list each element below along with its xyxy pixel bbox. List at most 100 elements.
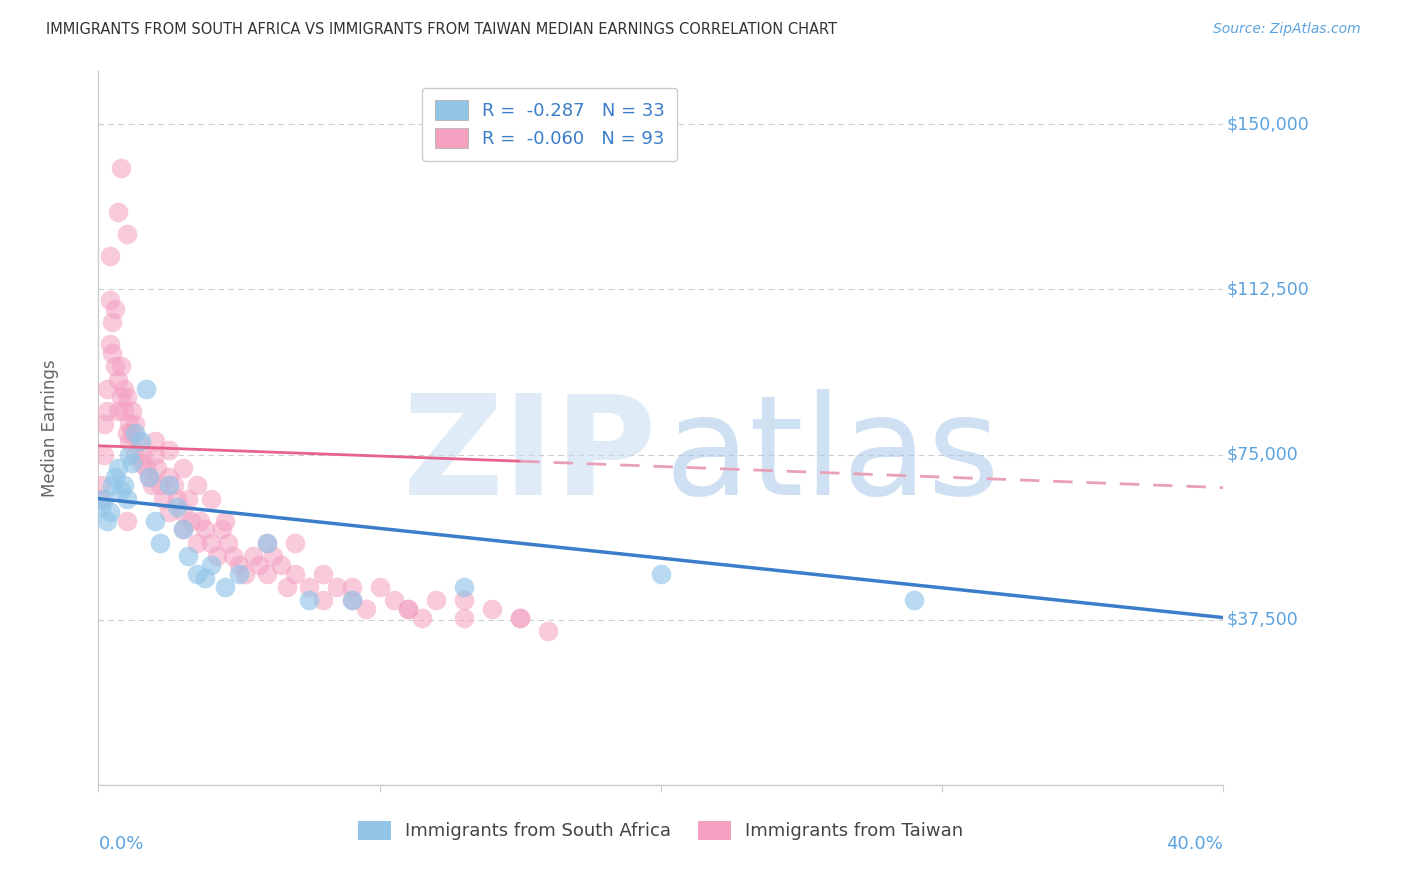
Point [256, 535, 278, 549]
Text: 40.0%: 40.0% [1167, 835, 1223, 853]
Point [205, 549, 228, 563]
Point [481, 601, 503, 615]
Point [217, 535, 239, 549]
Point [143, 514, 166, 528]
Point [188, 514, 211, 528]
Point [298, 580, 321, 594]
Point [143, 434, 166, 449]
Point [186, 535, 208, 549]
Point [157, 478, 180, 492]
Point [129, 434, 152, 449]
Point [107, 205, 129, 219]
Point [127, 434, 149, 449]
Point [115, 227, 138, 242]
Point [270, 558, 292, 572]
Point [149, 478, 172, 492]
Point [262, 549, 284, 563]
Point [90, 491, 112, 506]
Point [186, 478, 208, 492]
Point [194, 571, 217, 585]
Point [180, 514, 202, 528]
Point [650, 566, 672, 581]
Point [112, 382, 135, 396]
Point [256, 566, 278, 581]
Point [284, 566, 307, 581]
Text: Median Earnings: Median Earnings [41, 359, 59, 497]
Text: $37,500: $37,500 [1226, 611, 1298, 629]
Point [242, 549, 264, 563]
Point [200, 535, 222, 549]
Point [141, 478, 163, 492]
Point [101, 478, 124, 492]
Point [135, 460, 157, 475]
Point [101, 315, 124, 329]
Point [903, 593, 925, 607]
Point [149, 535, 172, 549]
Point [157, 443, 180, 458]
Point [172, 505, 194, 519]
Point [298, 593, 321, 607]
Text: 0.0%: 0.0% [98, 835, 143, 853]
Point [115, 390, 138, 404]
Text: $150,000: $150,000 [1226, 115, 1309, 133]
Point [186, 566, 208, 581]
Point [90, 478, 112, 492]
Point [152, 491, 174, 506]
Point [104, 469, 127, 483]
Point [177, 491, 200, 506]
Point [112, 403, 135, 417]
Point [172, 523, 194, 537]
Point [453, 593, 475, 607]
Point [368, 580, 391, 594]
Point [177, 549, 200, 563]
Point [509, 610, 531, 624]
Point [157, 469, 180, 483]
Point [396, 601, 419, 615]
Point [135, 382, 157, 396]
Point [340, 593, 363, 607]
Point [453, 610, 475, 624]
Point [166, 491, 188, 506]
Point [101, 346, 124, 360]
Point [200, 491, 222, 506]
Point [115, 514, 138, 528]
Point [411, 610, 433, 624]
Point [312, 593, 335, 607]
Point [396, 601, 419, 615]
Point [118, 417, 141, 431]
Point [214, 580, 236, 594]
Point [90, 500, 112, 515]
Text: Source: ZipAtlas.com: Source: ZipAtlas.com [1213, 22, 1361, 37]
Point [121, 403, 143, 417]
Point [98, 249, 121, 263]
Point [93, 417, 115, 431]
Text: atlas: atlas [664, 389, 1000, 524]
Point [453, 580, 475, 594]
Text: $75,000: $75,000 [1226, 446, 1298, 464]
Point [354, 601, 377, 615]
Point [138, 469, 160, 483]
Point [96, 382, 118, 396]
Text: IMMIGRANTS FROM SOUTH AFRICA VS IMMIGRANTS FROM TAIWAN MEDIAN EARNINGS CORRELATI: IMMIGRANTS FROM SOUTH AFRICA VS IMMIGRAN… [46, 22, 838, 37]
Point [276, 580, 298, 594]
Point [93, 448, 115, 462]
Point [124, 425, 146, 440]
Point [340, 593, 363, 607]
Point [124, 448, 146, 462]
Point [96, 514, 118, 528]
Point [214, 514, 236, 528]
Point [228, 558, 250, 572]
Point [110, 359, 132, 374]
Point [107, 373, 129, 387]
Point [382, 593, 405, 607]
Point [112, 478, 135, 492]
Point [115, 491, 138, 506]
Point [121, 457, 143, 471]
Point [509, 610, 531, 624]
Point [340, 580, 363, 594]
Text: ZIP: ZIP [404, 389, 658, 524]
Point [129, 457, 152, 471]
Point [96, 403, 118, 417]
Point [172, 460, 194, 475]
Point [138, 469, 160, 483]
